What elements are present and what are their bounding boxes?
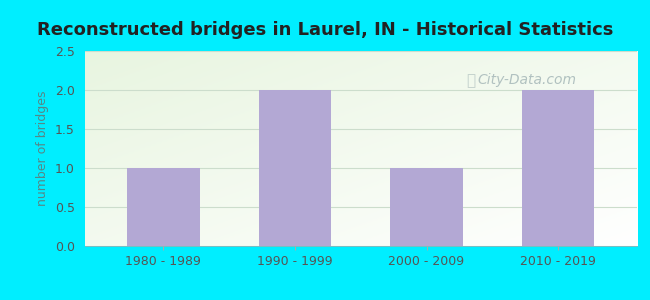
Y-axis label: number of bridges: number of bridges <box>36 91 49 206</box>
Bar <box>127 168 200 246</box>
Text: City-Data.com: City-Data.com <box>477 73 576 87</box>
Bar <box>522 90 594 246</box>
Text: Reconstructed bridges in Laurel, IN - Historical Statistics: Reconstructed bridges in Laurel, IN - Hi… <box>37 21 613 39</box>
Bar <box>391 168 463 246</box>
Bar <box>259 90 331 246</box>
Text: Ⓠ: Ⓠ <box>467 73 476 88</box>
